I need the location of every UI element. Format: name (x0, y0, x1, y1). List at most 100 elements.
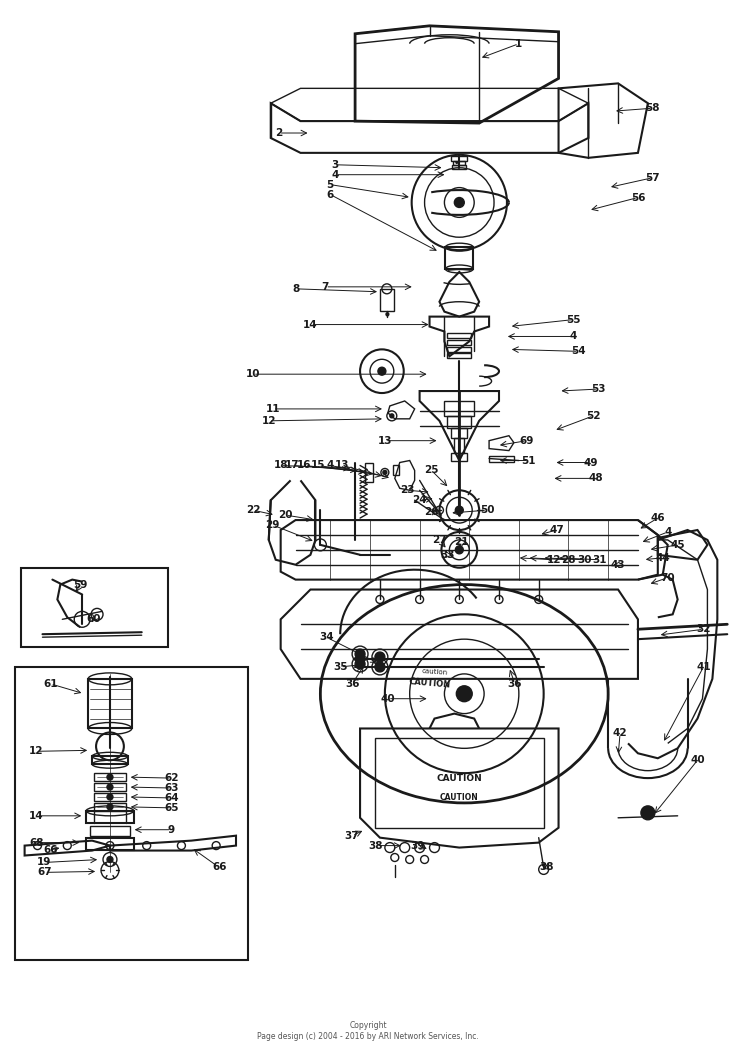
Text: CAUTION: CAUTION (440, 794, 478, 802)
Text: 50: 50 (480, 505, 495, 515)
Text: 8: 8 (292, 284, 299, 294)
Text: 10: 10 (246, 369, 260, 379)
Text: 52: 52 (586, 411, 601, 421)
Text: 15: 15 (311, 460, 325, 471)
Text: 40: 40 (690, 755, 705, 765)
Bar (453, 161, 465, 165)
Text: 44: 44 (655, 552, 670, 563)
Circle shape (378, 367, 386, 376)
Text: 54: 54 (571, 346, 586, 357)
Text: 42: 42 (613, 729, 627, 738)
Text: 25: 25 (424, 466, 439, 475)
Text: 65: 65 (164, 803, 179, 813)
Text: 14: 14 (29, 810, 44, 821)
Bar (365, 462, 373, 482)
Text: 6: 6 (327, 189, 334, 200)
Circle shape (456, 686, 473, 701)
Bar (453, 165, 466, 168)
Bar (94, 803, 126, 810)
Text: 61: 61 (43, 679, 57, 689)
Bar (447, 353, 471, 359)
Text: 64: 64 (164, 792, 179, 803)
Text: 4: 4 (327, 460, 334, 471)
Bar (380, 289, 394, 311)
Text: 36: 36 (345, 679, 359, 689)
Bar (94, 794, 126, 801)
Text: 4: 4 (331, 169, 339, 180)
Text: 12: 12 (546, 554, 561, 565)
Circle shape (456, 506, 463, 514)
Text: caution: caution (421, 668, 447, 676)
Text: 4: 4 (664, 527, 671, 537)
Circle shape (107, 857, 113, 862)
Circle shape (383, 471, 387, 474)
Text: 12: 12 (29, 746, 43, 756)
Circle shape (456, 546, 463, 553)
Text: 55: 55 (566, 314, 581, 325)
Text: 13: 13 (335, 460, 350, 471)
Bar (92, 756, 128, 764)
Circle shape (107, 774, 113, 780)
Text: 29: 29 (266, 521, 280, 530)
Text: 34: 34 (319, 633, 333, 642)
Text: 31: 31 (592, 554, 606, 565)
Text: 28: 28 (562, 554, 576, 565)
Bar (21, 568, 168, 647)
Text: 36: 36 (508, 679, 522, 689)
Text: 43: 43 (611, 560, 626, 569)
Bar (15, 667, 248, 960)
Text: 60: 60 (87, 615, 102, 624)
Text: 46: 46 (651, 513, 665, 523)
Text: 69: 69 (520, 436, 534, 445)
Bar (447, 333, 471, 339)
Text: 67: 67 (37, 868, 52, 877)
Text: 17: 17 (286, 460, 300, 471)
Text: 66: 66 (212, 862, 227, 873)
Text: 40: 40 (381, 694, 395, 704)
Circle shape (107, 794, 113, 800)
Text: 51: 51 (522, 456, 536, 466)
Circle shape (390, 414, 394, 418)
Bar (88, 679, 132, 729)
Bar (454, 438, 464, 453)
Text: 45: 45 (670, 540, 685, 550)
Bar (451, 427, 467, 438)
Text: 33: 33 (440, 550, 455, 560)
Text: 20: 20 (278, 510, 293, 521)
Circle shape (375, 652, 385, 662)
Text: 62: 62 (164, 773, 179, 783)
Bar (451, 156, 467, 161)
Bar (445, 248, 473, 269)
Text: 11: 11 (266, 404, 280, 414)
Bar (447, 347, 471, 352)
Circle shape (107, 784, 113, 790)
Text: 66: 66 (43, 844, 57, 855)
Text: 16: 16 (297, 460, 312, 471)
Text: 5: 5 (327, 180, 334, 189)
Circle shape (641, 806, 655, 820)
Text: 22: 22 (246, 505, 260, 515)
Text: 53: 53 (591, 384, 606, 394)
Text: Copyright
Page design (c) 2004 - 2016 by ARI Network Services, Inc.: Copyright Page design (c) 2004 - 2016 by… (257, 1021, 479, 1041)
Text: 27: 27 (432, 535, 447, 545)
Bar (94, 773, 126, 781)
Text: 7: 7 (322, 281, 329, 292)
Text: 38: 38 (539, 862, 554, 873)
Text: 59: 59 (73, 580, 88, 589)
Text: 37: 37 (344, 831, 359, 841)
Circle shape (375, 662, 385, 672)
Bar (90, 825, 130, 836)
Text: 47: 47 (549, 525, 564, 535)
Text: 18: 18 (273, 460, 288, 471)
Circle shape (355, 659, 365, 669)
Text: 39: 39 (411, 841, 425, 851)
Text: 32: 32 (696, 624, 711, 634)
Bar (447, 416, 471, 427)
Text: 48: 48 (589, 473, 604, 484)
Text: ●: ● (384, 311, 389, 316)
Text: 21: 21 (454, 536, 469, 547)
Circle shape (454, 198, 464, 207)
Text: 63: 63 (164, 783, 179, 794)
Bar (447, 341, 471, 345)
Text: 19: 19 (38, 857, 52, 868)
